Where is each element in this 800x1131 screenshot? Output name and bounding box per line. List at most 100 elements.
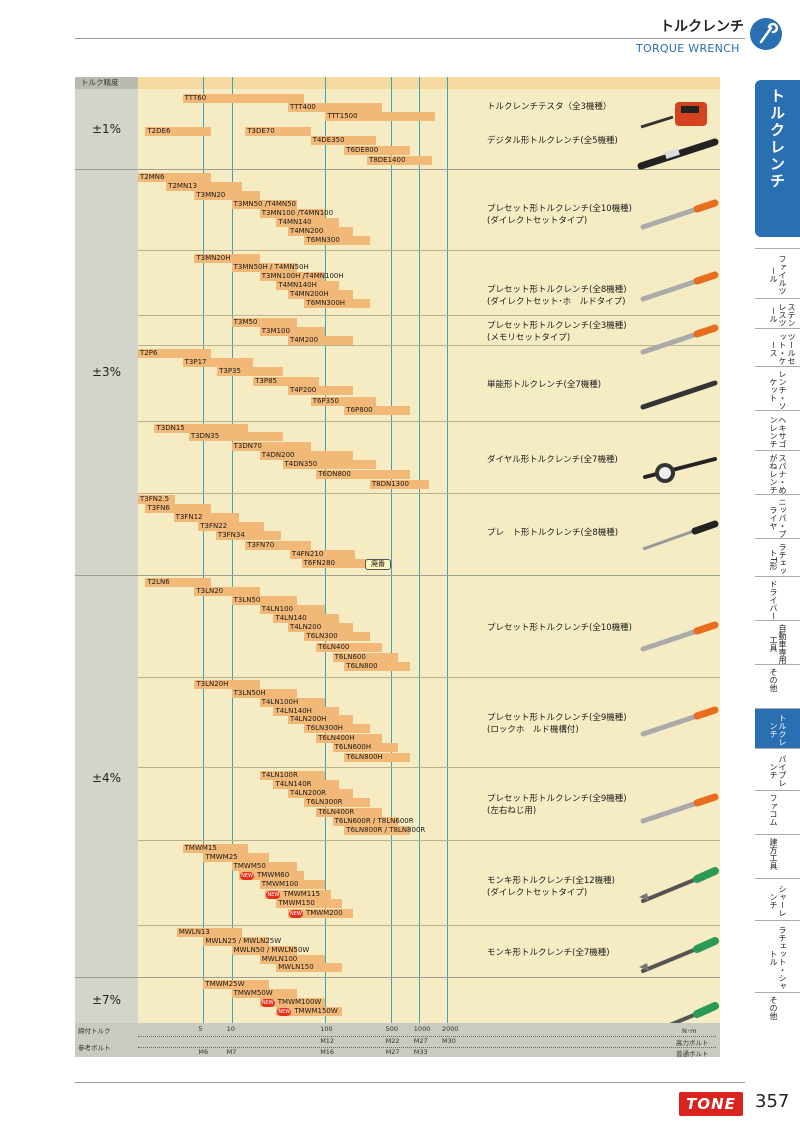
bar-label: T4LN200R <box>289 789 327 797</box>
side-tab-item[interactable]: ヘキサゴンレンチ <box>755 410 800 451</box>
range-bar <box>287 715 354 724</box>
digital-wrench-icon <box>637 138 719 170</box>
bar-label: T6DE800 <box>346 146 379 154</box>
bar-label: T3MN50 /T4MN50 <box>233 200 297 208</box>
series-description: プレセット形トルクレンチ(全9機種) (左右ねじ用) <box>487 794 627 816</box>
bar-label: T2MN13 <box>168 182 198 190</box>
bar-label: TMWM200 <box>305 909 343 917</box>
side-tab-main[interactable]: トルクレンチ <box>755 80 800 237</box>
side-tab-label: ファコム <box>769 794 778 826</box>
axis-normalbolt-label: M27 <box>385 1048 400 1056</box>
bar-label: T6LN800 <box>346 662 378 670</box>
side-tab-item[interactable]: ニッパ・プライヤ <box>755 494 800 539</box>
axis-highbolt-label: M27 <box>413 1037 428 1045</box>
range-bar <box>217 367 283 376</box>
bar-label: TMWM100W <box>277 998 322 1006</box>
axis-tick-label: 5 <box>198 1025 203 1033</box>
accuracy-label: ±7% <box>91 993 122 1007</box>
bar-label: T4MN140H <box>278 281 317 289</box>
header-rule <box>75 38 745 39</box>
range-bar <box>287 103 382 112</box>
bar-label: TMWM60 <box>257 871 290 879</box>
axis-normalbolt-label: M7 <box>226 1048 237 1056</box>
grid-line <box>446 77 448 1023</box>
side-tab-item[interactable]: 建方工具 <box>755 834 800 879</box>
axis-tick-label: 10 <box>226 1025 235 1033</box>
preset-wrench-icon <box>640 324 719 355</box>
side-tab-item[interactable]: ファコム <box>755 790 800 833</box>
series-description: プレセット形トルクレンチ(全9機種) (ロックホ ルド機構付) <box>487 713 627 735</box>
range-bar <box>259 209 326 218</box>
range-bar <box>304 299 370 308</box>
bar-label: T4DE350 <box>312 136 345 144</box>
bar-label: T3M50 <box>233 318 258 326</box>
side-tab-item[interactable]: ステンレスツール <box>755 298 800 329</box>
range-bar <box>188 432 283 441</box>
chart-axis: 締付トルク 参考ボルト N･m 高力ボルト 普通ボルト 5 10 100 500 100… <box>75 1023 720 1058</box>
side-tab-item[interactable]: ラチェット・シャトル <box>755 920 800 993</box>
side-tab-item[interactable]: 自動車専用工具 <box>755 620 800 665</box>
range-bar <box>276 281 339 290</box>
range-bar <box>194 254 260 263</box>
range-bar <box>203 853 269 862</box>
side-tab-item[interactable]: ファイルツール <box>755 248 800 299</box>
bar-label: T6LN300 <box>306 632 338 640</box>
range-bar <box>138 349 211 358</box>
range-bar <box>273 707 339 716</box>
side-tab-item[interactable]: ラチェットT形 <box>755 538 800 577</box>
tester-wrench-icon <box>640 102 707 129</box>
side-tab-label: 建方工具 <box>769 838 778 870</box>
torque-chart: トルク精度 ±1% ±3% ±4% ±7% TTT60 TTT400 TTT1500 T2D… <box>75 77 720 1023</box>
series-description: プレセット形トルクレンチ(全10機種) (ダイレクトセットタイプ) <box>487 204 632 226</box>
range-bar <box>194 680 260 689</box>
axis-right-normal: 普通ボルト <box>676 1050 709 1058</box>
series-description: モンキ形トルクレンチ(全12機種) (ダイレクトセットタイプ) <box>487 876 615 898</box>
bar-label: T4DN350 <box>284 460 318 468</box>
series-separator <box>138 421 720 422</box>
side-tab-item[interactable]: ツールセット・ケース <box>755 328 800 367</box>
side-tab-item[interactable]: ドライバー <box>755 576 800 621</box>
range-bar <box>344 753 410 762</box>
side-tab-item[interactable]: シャーレンチ <box>755 878 800 921</box>
range-bar <box>332 653 399 662</box>
single-wrench-icon <box>640 380 718 410</box>
bar-label: T4LN140 <box>275 614 307 622</box>
bar-label: T2MN6 <box>140 173 165 181</box>
side-tab-item[interactable]: その他 <box>755 664 800 709</box>
side-tab-item[interactable]: その他 <box>755 992 800 1061</box>
preset-wrench-icon <box>640 271 719 302</box>
range-bar <box>194 191 260 200</box>
bar-label: T6LN400R <box>318 808 355 816</box>
side-tab-label: トルクレンチ <box>769 714 787 746</box>
bar-label: T4DN200 <box>261 451 295 459</box>
range-bar <box>176 928 243 937</box>
axis-highbolt-label: M30 <box>441 1037 456 1045</box>
range-bar <box>182 94 305 103</box>
axis-unit: N･m <box>682 1027 697 1035</box>
range-bar <box>182 844 249 853</box>
side-tab-item[interactable]: レンチ・ソケット <box>755 366 800 411</box>
series-subdescription: (ダイレクトセット･ホ ルドタイプ) <box>487 297 626 307</box>
bar-label: T6LN400H <box>318 734 355 742</box>
range-bar <box>276 899 342 908</box>
side-tab-item[interactable]: スパナ・めがねレンチ <box>755 450 800 495</box>
range-bar <box>304 798 370 807</box>
range-bar <box>276 218 339 227</box>
range-bar <box>259 771 326 780</box>
bar-label: T6LN800H <box>346 753 383 761</box>
range-bar <box>231 318 298 327</box>
bar-label: T3FN34 <box>217 531 245 539</box>
range-bar <box>203 980 269 989</box>
accuracy-label: ±4% <box>91 771 122 785</box>
bar-label: T3P17 <box>184 358 207 366</box>
range-bar <box>301 559 368 568</box>
series-subdescription: (メモリセットタイプ) <box>487 333 571 343</box>
side-tab-item[interactable]: パイプレンチ <box>755 748 800 791</box>
series-separator <box>138 250 720 251</box>
range-bar <box>173 513 239 522</box>
side-tab-item[interactable]: トルクレンチ <box>755 708 800 749</box>
bar-label: T3LN20H <box>196 680 229 688</box>
bar-label: TTT60 <box>184 94 207 102</box>
range-bar <box>273 780 339 789</box>
range-bar <box>287 623 354 632</box>
